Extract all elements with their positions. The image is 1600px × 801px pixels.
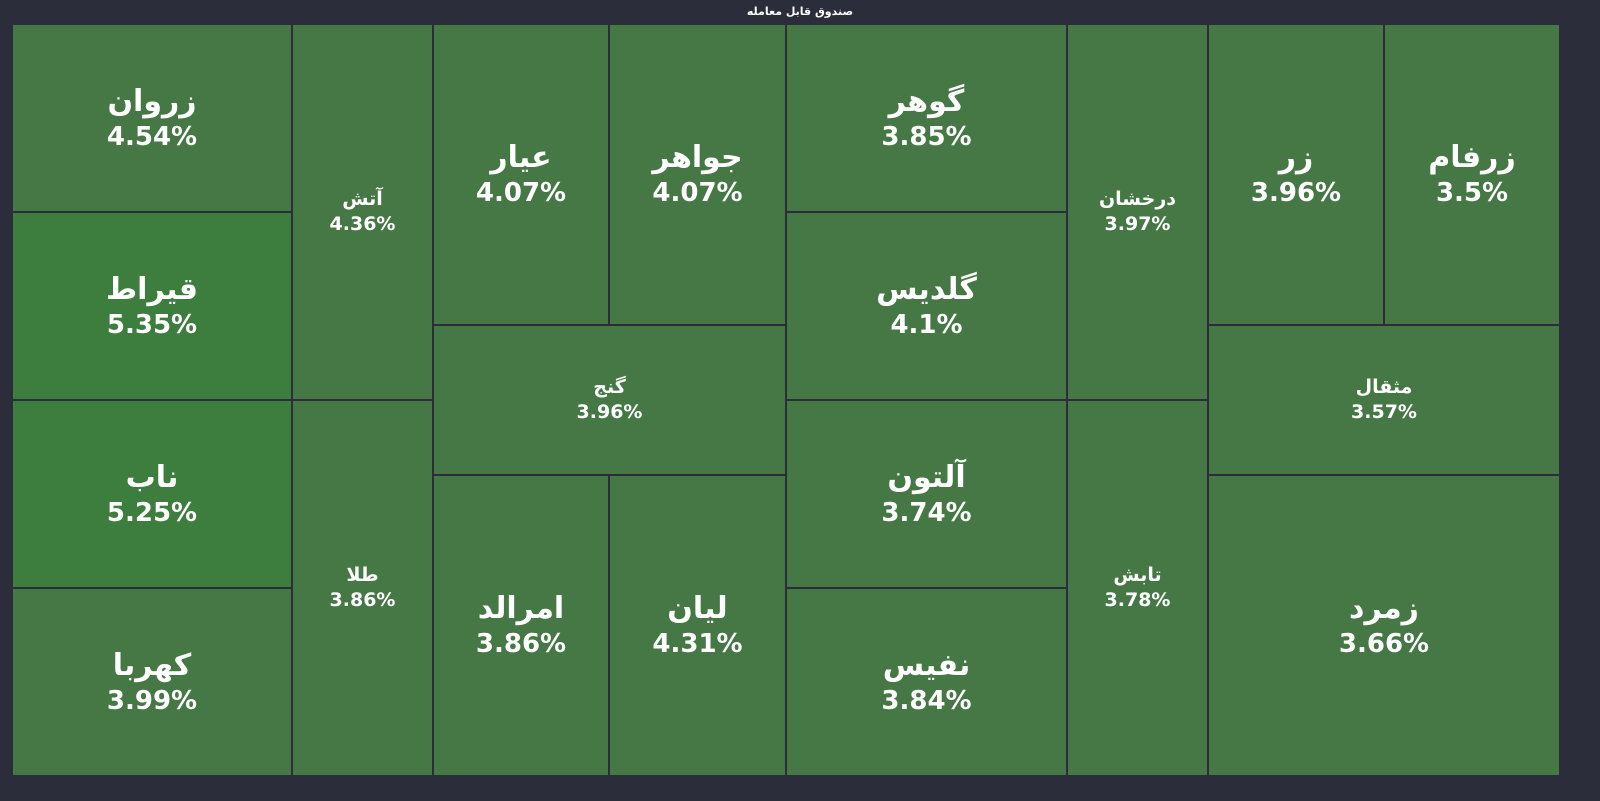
treemap-tile[interactable]: تابش 3.78% (1067, 400, 1208, 776)
tile-value: 3.96% (1250, 178, 1342, 209)
tile-value: 4.1% (890, 309, 963, 340)
tile-value: 5.35% (106, 309, 198, 340)
treemap-tile[interactable]: لیان 4.31% (609, 475, 786, 776)
tile-value: 3.86% (329, 589, 396, 611)
tile-value: 4.07% (652, 178, 743, 209)
treemap-tile[interactable]: قیراط 5.35% (12, 212, 292, 400)
tile-value: 4.36% (329, 213, 396, 235)
tile-name: گلدیس (876, 271, 977, 307)
tile-name: عیار (490, 140, 552, 176)
tile-name: درخشان (1098, 188, 1177, 211)
tile-value: 3.85% (881, 121, 972, 152)
tile-name: قیراط (106, 271, 198, 307)
treemap-tile[interactable]: گوهر 3.85% (786, 24, 1067, 212)
treemap: زروان 4.54% قیراط 5.35% ناب 5.25% کهربا 3.99% آت… (12, 24, 1588, 792)
tile-value: 4.54% (106, 121, 198, 152)
tile-name: ناب (125, 459, 179, 495)
treemap-tile[interactable]: گنج 3.96% (433, 325, 786, 475)
tile-name: زمرد (1349, 591, 1419, 627)
treemap-tile[interactable]: نفیس 3.84% (786, 588, 1067, 776)
treemap-tile[interactable]: زروان 4.54% (12, 24, 292, 212)
tile-name: مثقال (1355, 376, 1413, 399)
tile-value: 3.96% (576, 401, 643, 423)
tile-name: گنج (593, 376, 626, 399)
treemap-tile[interactable]: امرالد 3.86% (433, 475, 609, 776)
tile-value: 3.66% (1338, 629, 1430, 660)
tile-name: نفیس (882, 647, 971, 683)
tile-name: لیان (667, 591, 728, 627)
tile-name: کهربا (112, 647, 192, 683)
tile-name: تابش (1113, 564, 1162, 587)
tile-value: 3.5% (1435, 178, 1509, 209)
tile-value: 3.74% (881, 497, 972, 528)
tile-value: 4.31% (652, 629, 743, 660)
treemap-tile[interactable]: جواهر 4.07% (609, 24, 786, 325)
treemap-tile[interactable]: مثقال 3.57% (1208, 325, 1560, 475)
tile-value: 3.84% (881, 685, 972, 716)
tile-value: 3.97% (1104, 213, 1171, 235)
treemap-tile[interactable]: آتش 4.36% (292, 24, 433, 400)
tile-name: آلتون (887, 459, 966, 495)
treemap-tile[interactable]: گلدیس 4.1% (786, 212, 1067, 400)
tile-value: 4.07% (475, 178, 567, 209)
tile-value: 5.25% (106, 497, 198, 528)
tile-name: زرفام (1428, 140, 1516, 176)
treemap-tile[interactable]: عیار 4.07% (433, 24, 609, 325)
tile-value: 3.99% (106, 685, 198, 716)
treemap-tile[interactable]: زر 3.96% (1208, 24, 1384, 325)
tile-name: جواهر (652, 140, 743, 176)
treemap-tile[interactable]: درخشان 3.97% (1067, 24, 1208, 400)
tile-value: 3.57% (1351, 401, 1417, 423)
tile-name: گوهر (888, 83, 965, 119)
tile-name: زر (1278, 140, 1314, 176)
tile-name: زروان (107, 83, 197, 119)
treemap-tile[interactable]: زرفام 3.5% (1384, 24, 1560, 325)
treemap-tile[interactable]: ناب 5.25% (12, 400, 292, 588)
tile-value: 3.86% (475, 629, 567, 660)
treemap-title: صندوق قابل معامله (746, 5, 854, 18)
tile-name: امرالد (477, 591, 565, 627)
treemap-tile[interactable]: آلتون 3.74% (786, 400, 1067, 588)
tile-value: 3.78% (1104, 589, 1171, 611)
treemap-tile[interactable]: طلا 3.86% (292, 400, 433, 776)
treemap-tile[interactable]: کهربا 3.99% (12, 588, 292, 776)
tile-name: آتش (342, 188, 383, 211)
tile-name: طلا (346, 564, 379, 587)
treemap-tile[interactable]: زمرد 3.66% (1208, 475, 1560, 776)
